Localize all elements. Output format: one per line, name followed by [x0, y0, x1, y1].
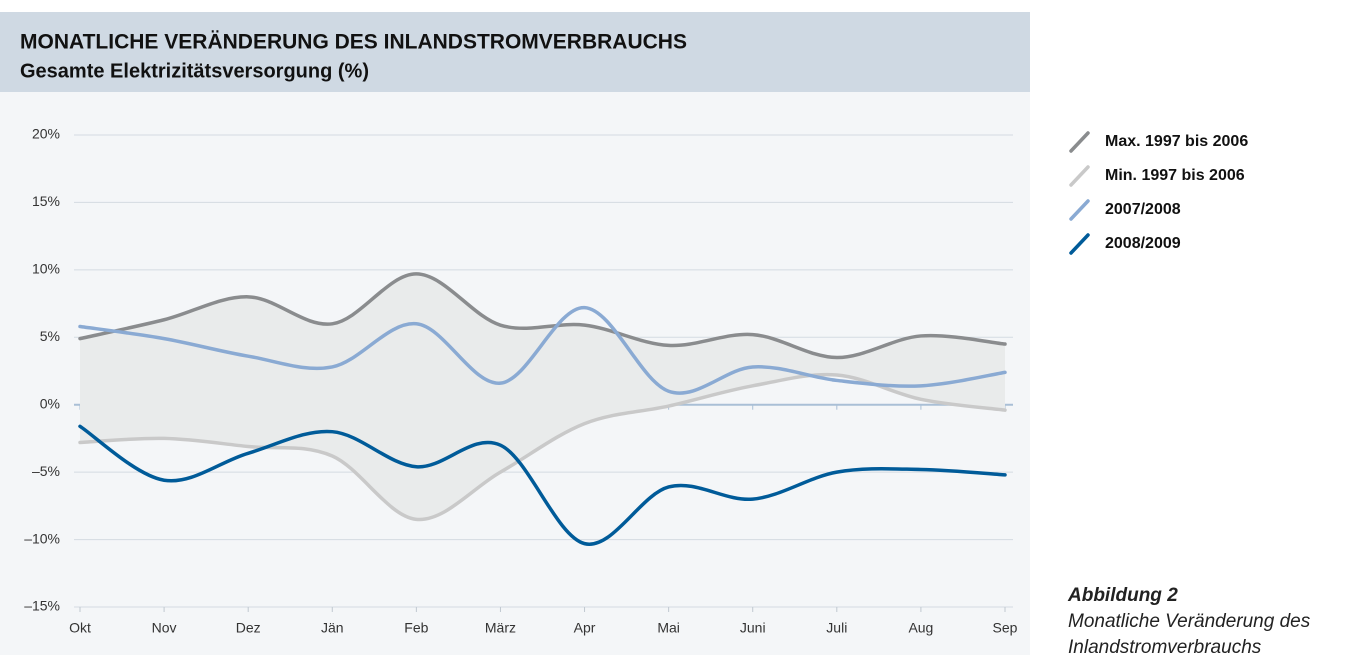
legend-label: Min. 1997 bis 2006	[1105, 167, 1245, 184]
x-tick-label: Apr	[574, 620, 596, 636]
legend-swatch	[1069, 165, 1090, 187]
legend-swatch	[1069, 199, 1090, 221]
legend-label: Max. 1997 bis 2006	[1105, 133, 1248, 150]
range-band	[80, 273, 1005, 520]
x-tick-label: Mai	[657, 620, 680, 636]
chart-title: MONATLICHE VERÄNDERUNG DES INLANDSTROMVE…	[20, 31, 687, 54]
legend-label: 2007/2008	[1105, 201, 1181, 218]
series-line	[78, 424, 1007, 546]
header-band	[0, 12, 1030, 92]
x-tick-label: Sep	[993, 620, 1018, 636]
caption: Abbildung 2 Monatliche Veränderung des In…	[1068, 583, 1349, 661]
x-tick-label: Okt	[69, 620, 91, 636]
x-tick-label: Juli	[826, 620, 847, 636]
x-tick-label: Aug	[908, 620, 933, 636]
series-line	[78, 372, 1007, 522]
legend-swatch	[1069, 131, 1090, 153]
legend-swatch	[1069, 233, 1090, 255]
y-tick-label: 5%	[40, 328, 60, 344]
caption-text: Monatliche Veränderung des Inlandstromve…	[1068, 611, 1311, 658]
y-tick-label: 15%	[32, 193, 60, 209]
series-line	[78, 305, 1007, 395]
x-tick-label: Dez	[236, 620, 261, 636]
x-tick-label: Jän	[321, 620, 344, 636]
x-tick-label: Feb	[404, 620, 428, 636]
caption-label: Abbildung 2	[1068, 585, 1178, 606]
y-tick-label: –10%	[24, 530, 60, 546]
y-tick-label: 20%	[32, 126, 60, 142]
y-tick-label: 0%	[40, 395, 60, 411]
y-tick-label: –5%	[32, 463, 60, 479]
x-tick-label: Nov	[152, 620, 177, 636]
x-tick-label: März	[485, 620, 516, 636]
legend-label: 2008/2009	[1105, 235, 1181, 252]
chart-subtitle: Gesamte Elektrizitätsversorgung (%)	[20, 60, 369, 82]
y-tick-label: –15%	[24, 598, 60, 614]
y-tick-label: 10%	[32, 261, 60, 277]
x-tick-label: Juni	[740, 620, 766, 636]
series-line	[78, 272, 1007, 360]
